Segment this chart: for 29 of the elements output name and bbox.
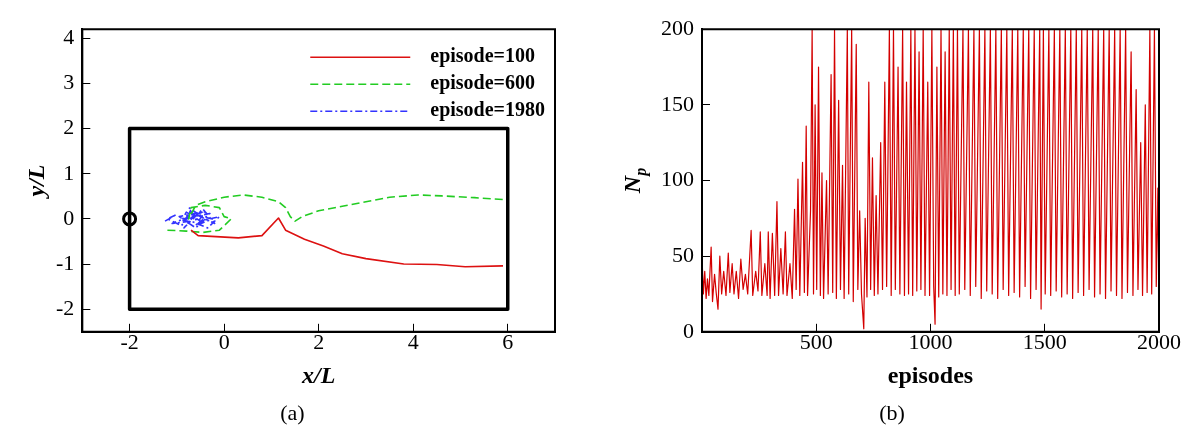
x-tick-label: 2 (313, 328, 325, 354)
y-tick-label: 1 (63, 159, 75, 185)
legend-label: episode=100 (430, 44, 536, 68)
x-tick-label: 500 (799, 328, 833, 354)
text: (b) (878, 400, 906, 426)
y-tick-label: 0 (63, 204, 75, 230)
legend-label: episode=600 (430, 71, 536, 95)
y-tick-label: 50 (672, 241, 694, 267)
y-tick-label: 2 (63, 114, 75, 140)
text: (a) (279, 400, 306, 426)
y-tick-label: -2 (56, 295, 75, 320)
x-tick-label: 1000 (908, 328, 953, 354)
x-tick-label: 6 (502, 328, 514, 354)
x-tick-label: 2000 (1137, 328, 1181, 354)
y-tick-label: 4 (63, 24, 75, 50)
y-axis-title: y/L (22, 164, 49, 200)
x-tick-label: -2 (120, 328, 139, 354)
y-axis-title: Np (619, 167, 651, 195)
x-tick-label: 0 (218, 328, 230, 354)
x-tick-label: 1500 (1022, 328, 1067, 354)
y-tick-label: 200 (661, 14, 694, 40)
y-tick-label: 150 (661, 90, 694, 116)
x-axis-title: x/L (301, 361, 336, 388)
y-tick-label: 100 (661, 166, 694, 192)
y-tick-label: 3 (63, 69, 75, 95)
y-tick-label: -1 (56, 249, 75, 275)
x-axis-title: episodes (887, 361, 974, 388)
legend-label: episode=1980 (430, 98, 546, 122)
x-tick-label: 4 (407, 328, 419, 354)
